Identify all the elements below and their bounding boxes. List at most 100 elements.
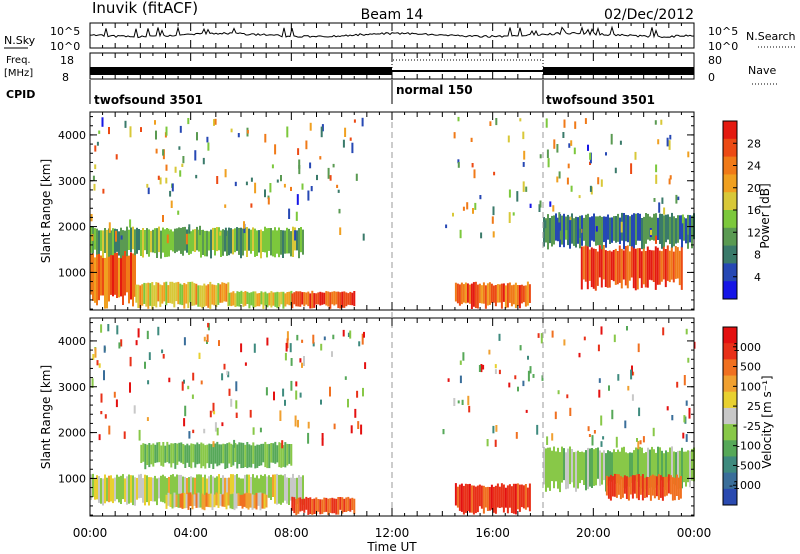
data-cell: [98, 130, 101, 134]
data-cell: [679, 450, 681, 489]
data-cell: [637, 213, 639, 241]
data-cell: [613, 449, 615, 481]
power-tick-label: 12: [747, 226, 761, 239]
data-cell: [252, 291, 255, 308]
data-cell: [159, 284, 162, 307]
data-cell: [302, 229, 304, 255]
data-cell: [668, 178, 671, 185]
data-cell: [245, 181, 248, 186]
data-cell: [293, 292, 296, 305]
data-cell: [618, 245, 621, 283]
data-cell: [200, 474, 202, 505]
data-cell: [504, 487, 507, 508]
data-cell: [175, 494, 178, 507]
data-cell: [331, 351, 333, 357]
data-cell: [192, 477, 194, 500]
data-cell: [677, 477, 680, 500]
data-cell: [230, 398, 233, 407]
data-cell: [479, 195, 482, 200]
data-cell: [363, 331, 365, 338]
data-cell: [278, 292, 281, 307]
data-cell: [278, 474, 280, 504]
data-cell: [272, 443, 275, 463]
data-cell: [496, 284, 499, 303]
noise-left-tick-bottom: 10^0: [50, 40, 80, 53]
data-cell: [302, 475, 304, 505]
data-cell: [174, 228, 176, 254]
data-cell: [631, 452, 633, 483]
data-cell: [658, 202, 661, 213]
data-cell: [136, 477, 138, 500]
data-cell: [664, 249, 667, 288]
data-cell: [320, 343, 323, 351]
data-cell: [203, 428, 206, 434]
data-cell: [559, 214, 561, 248]
data-cell: [138, 474, 140, 499]
data-cell: [214, 477, 216, 504]
data-cell: [172, 231, 174, 252]
data-cell: [118, 476, 120, 503]
data-cell: [522, 131, 525, 140]
data-cell: [457, 116, 460, 122]
data-cell: [447, 378, 450, 382]
data-cell: [508, 382, 511, 388]
data-cell: [353, 119, 356, 123]
velocity-swatch: [723, 424, 737, 441]
data-cell: [586, 245, 589, 290]
data-cell: [243, 221, 245, 229]
data-cell: [153, 285, 156, 307]
data-cell: [312, 334, 315, 344]
data-cell: [457, 159, 460, 164]
data-cell: [266, 444, 269, 469]
data-cell: [311, 499, 314, 515]
data-cell: [204, 474, 206, 505]
data-cell: [252, 442, 255, 464]
data-cell: [173, 492, 176, 508]
data-cell: [108, 425, 111, 435]
data-cell: [137, 328, 140, 338]
x-axis-ticks: 00:00 04:00 08:00 12:00 16:00 20:00 00:00: [73, 23, 711, 540]
data-cell: [286, 126, 289, 138]
data-cell: [553, 215, 555, 245]
data-cell: [264, 226, 266, 253]
data-cell: [197, 492, 200, 508]
data-cell: [276, 230, 278, 254]
data-cell: [567, 163, 570, 169]
data-cell: [610, 251, 613, 280]
data-cell: [344, 376, 347, 380]
data-cell: [553, 139, 556, 149]
data-cell: [498, 333, 501, 341]
data-cell: [462, 352, 465, 361]
data-cell: [691, 215, 693, 249]
data-cell: [644, 251, 647, 288]
data-cell: [96, 252, 98, 306]
data-cell: [474, 202, 477, 210]
data-cell: [592, 248, 595, 289]
data-cell: [554, 411, 557, 420]
data-cell: [139, 285, 142, 309]
data-cell: [240, 290, 243, 304]
data-cell: [200, 380, 203, 385]
data-cell: [259, 492, 262, 511]
data-cell: [517, 386, 519, 392]
data-cell: [516, 483, 519, 510]
data-cell: [204, 230, 206, 257]
data-cell: [593, 213, 595, 242]
data-cell: [360, 424, 363, 435]
data-cell: [321, 124, 324, 132]
data-cell: [474, 281, 477, 309]
data-cell: [122, 230, 124, 256]
data-cell: [155, 282, 158, 308]
data-cell: [100, 478, 102, 504]
data-cell: [234, 228, 236, 253]
data-cell: [615, 474, 618, 498]
data-cell: [201, 493, 204, 510]
data-cell: [104, 414, 107, 419]
data-cell: [565, 216, 567, 240]
data-cell: [677, 215, 679, 243]
data-cell: [146, 330, 149, 340]
data-cell: [216, 476, 218, 501]
data-cell: [567, 214, 569, 246]
data-cell: [691, 448, 693, 481]
data-cell: [685, 400, 688, 406]
